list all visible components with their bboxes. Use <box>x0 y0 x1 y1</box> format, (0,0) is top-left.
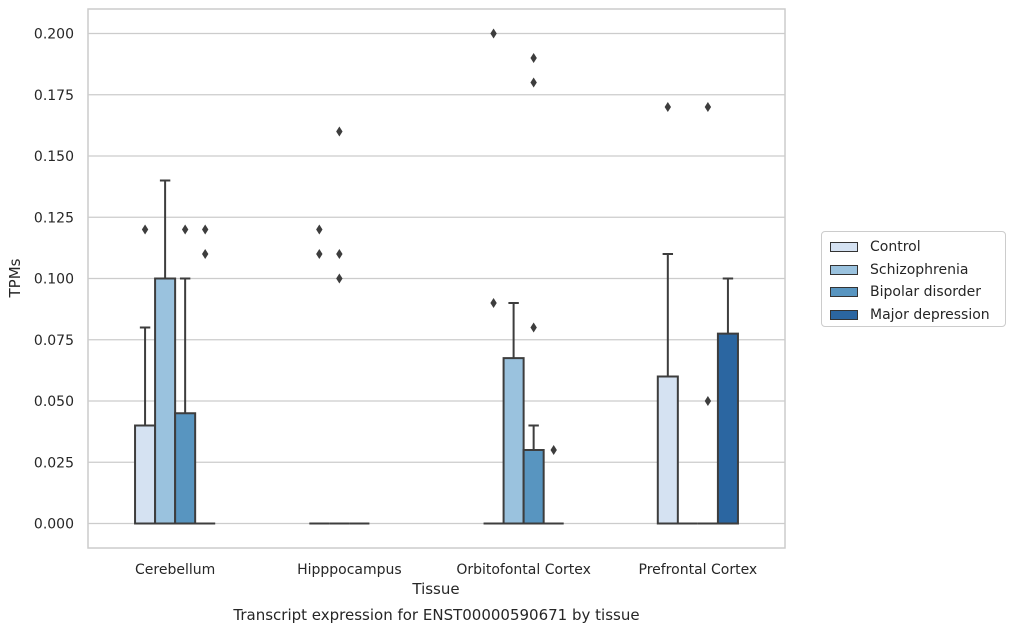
legend-swatch <box>830 242 858 253</box>
x-tick-label: Cerebellum <box>135 562 215 578</box>
outlier-point <box>336 249 343 259</box>
grid <box>88 32 785 525</box>
box-control <box>656 102 679 525</box>
box-bipolar-disorder <box>522 53 545 525</box>
box-body <box>154 277 177 525</box>
x-axis-label: Tissue <box>411 580 459 598</box>
box-schizophrenia <box>502 302 525 525</box>
outlier-point <box>316 224 323 235</box>
y-tick-label: 0.200 <box>34 27 74 43</box>
box-bipolar-disorder <box>697 102 718 525</box>
legend-item: Bipolar disorder <box>830 281 1005 304</box>
legend-item: Control <box>830 236 1005 259</box>
outlier-point <box>336 126 343 137</box>
outlier-point <box>181 224 189 235</box>
x-tick-label: Orbitofontal Cortex <box>456 562 591 578</box>
x-tick-label: Hipppocampus <box>297 562 402 578</box>
legend-item: Schizophrenia <box>830 259 1005 282</box>
y-tick-label: 0.000 <box>34 517 74 533</box>
box-bipolar-disorder <box>174 224 197 525</box>
y-tick-label: 0.025 <box>34 455 74 471</box>
box-body <box>174 412 197 525</box>
legend: Control Schizophrenia Bipolar disorder Majo… <box>821 231 1006 327</box>
box-major-depression <box>195 224 216 525</box>
y-tick-label: 0.150 <box>34 149 74 165</box>
x-ticks: Cerebellum Hipppocampus Orbitofontal Corte… <box>135 562 757 578</box>
legend-swatch <box>830 264 858 275</box>
y-tick-label: 0.050 <box>34 394 74 410</box>
box-body <box>502 357 525 525</box>
outlier-point <box>336 273 343 284</box>
box-body <box>716 332 739 525</box>
y-tick-label: 0.175 <box>34 88 74 104</box>
outlier-point <box>141 224 149 235</box>
chart-caption: Transcript expression for ENST0000059067… <box>233 606 640 624</box>
box-major-depression <box>543 445 564 525</box>
boxes <box>134 28 739 525</box>
outlier-point <box>490 28 497 39</box>
box-body <box>134 424 157 525</box>
legend-swatch <box>830 287 858 298</box>
box-schizophrenia <box>154 179 177 525</box>
legend-label: Bipolar disorder <box>870 284 982 301</box>
outlier-point <box>316 249 323 259</box>
legend-item: Major depression <box>830 304 1005 327</box>
outlier-point <box>490 298 497 308</box>
outlier-point <box>704 396 712 406</box>
box-control <box>483 28 504 525</box>
outlier-point <box>530 53 537 63</box>
box-body <box>522 449 545 525</box>
outlier-point <box>201 249 209 259</box>
y-tick-label: 0.100 <box>34 272 74 288</box>
box-major-depression <box>716 277 739 525</box>
outlier-point <box>201 224 209 235</box>
box-schizophrenia <box>329 126 350 525</box>
y-axis-label: TPMs <box>6 258 24 298</box>
legend-label: Schizophrenia <box>870 261 969 278</box>
y-ticks: 0.000 0.025 0.050 0.075 0.100 0.125 0.150 0.175… <box>34 27 74 533</box>
legend-label: Major depression <box>870 306 990 323</box>
box-body <box>656 375 679 525</box>
box-control <box>309 224 330 525</box>
legend-label: Control <box>870 239 921 256</box>
outlier-point <box>550 445 557 455</box>
outlier-point <box>704 102 712 112</box>
x-tick-label: Prefrontal Cortex <box>639 562 758 578</box>
outlier-point <box>664 102 672 112</box>
legend-swatch <box>830 309 858 320</box>
y-tick-label: 0.125 <box>34 210 74 226</box>
y-tick-label: 0.075 <box>34 333 74 349</box>
outlier-point <box>530 322 537 333</box>
box-control <box>134 224 157 525</box>
plot-frame <box>87 8 786 549</box>
outlier-point <box>530 77 537 88</box>
